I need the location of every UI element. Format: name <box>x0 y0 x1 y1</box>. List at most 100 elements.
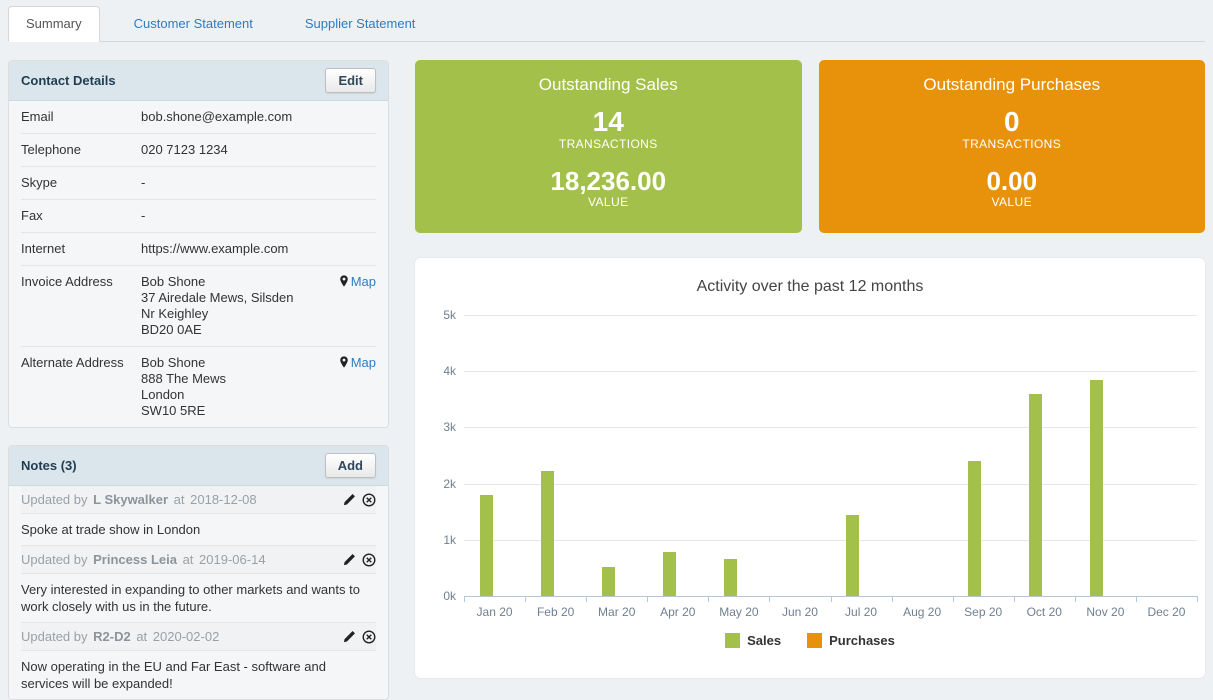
notes-title: Notes (3) <box>21 458 77 473</box>
tab-supplier-statement[interactable]: Supplier Statement <box>304 16 416 31</box>
legend-item-purchases[interactable]: Purchases <box>807 633 895 648</box>
note-text: Now operating in the EU and Far East - s… <box>21 659 326 691</box>
x-axis-category-label: Sep 20 <box>964 605 1003 619</box>
fax-value: - <box>141 208 146 223</box>
legend-label: Purchases <box>829 633 895 648</box>
sales-bar[interactable] <box>662 552 676 596</box>
y-axis-tick-label: 2k <box>443 476 456 491</box>
x-axis-tick <box>708 596 710 602</box>
note-meta-text: Updated by L Skywalker at 2018-12-08 <box>21 492 259 507</box>
notes-panel: Notes (3) Add Updated by L Skywalker at … <box>8 445 389 700</box>
address-line: London <box>141 387 185 402</box>
note-date: 2018-12-08 <box>190 492 257 507</box>
map-link-label: Map <box>350 274 376 289</box>
map-link-label: Map <box>350 355 376 370</box>
x-axis-tick <box>647 596 649 602</box>
address-line: 888 The Mews <box>141 371 227 386</box>
note-meta-prefix: Updated by <box>21 629 88 644</box>
sales-value-label: VALUE <box>588 195 629 209</box>
map-pin-icon <box>339 356 348 368</box>
note-meta-infix: at <box>136 629 148 644</box>
edit-note-icon[interactable] <box>342 553 356 567</box>
delete-note-icon[interactable] <box>362 553 376 567</box>
note-actions <box>342 493 376 507</box>
contact-details-header: Contact Details Edit <box>9 61 388 101</box>
legend-item-sales[interactable]: Sales <box>725 633 781 648</box>
note-meta: Updated by R2-D2 at 2020-02-02 <box>21 623 376 651</box>
address-line: Bob Shone <box>141 274 206 289</box>
x-axis-category-label: Jan 20 <box>476 605 513 619</box>
note-actions <box>342 630 376 644</box>
sales-bar[interactable] <box>540 470 554 596</box>
sales-card-title: Outstanding Sales <box>538 75 678 94</box>
sales-bar[interactable] <box>846 515 860 596</box>
gridline <box>464 539 1197 541</box>
note-author: L Skywalker <box>93 492 169 507</box>
sales-bar[interactable] <box>1029 394 1043 596</box>
address-line: BD20 0AE <box>141 322 202 337</box>
edit-note-icon[interactable] <box>342 493 356 507</box>
x-axis-tick <box>891 596 893 602</box>
sales-bar[interactable] <box>1090 380 1104 596</box>
alternate-address-map-link[interactable]: Map <box>338 355 376 419</box>
y-axis-tick-label: 3k <box>443 420 456 435</box>
note-meta-infix: at <box>173 492 185 507</box>
sales-value: 18,236.00 <box>550 166 667 196</box>
outstanding-purchases-card[interactable]: Outstanding Purchases 0 TRANSACTIONS 0.0… <box>818 60 1205 233</box>
contact-row-telephone: Telephone 020 7123 1234 <box>21 134 376 167</box>
note-meta-text: Updated by Princess Leia at 2019-06-14 <box>21 552 268 567</box>
summary-cards: Outstanding Sales 14 TRANSACTIONS 18,236… <box>415 60 1205 233</box>
skype-label: Skype <box>21 175 58 190</box>
right-column: Outstanding Sales 14 TRANSACTIONS 18,236… <box>415 60 1205 678</box>
sales-bar[interactable] <box>723 558 737 596</box>
fax-label: Fax <box>21 208 43 223</box>
x-axis-category-label: May 20 <box>719 605 759 619</box>
purchases-value-label: VALUE <box>991 195 1032 209</box>
x-axis-tick <box>1197 596 1198 602</box>
note-meta: Updated by L Skywalker at 2018-12-08 <box>21 486 376 514</box>
gridline <box>464 483 1197 485</box>
y-axis-tick-label: 4k <box>443 364 456 379</box>
contact-details-title: Contact Details <box>21 73 116 88</box>
note-author: R2-D2 <box>93 629 131 644</box>
contact-row-fax: Fax - <box>21 200 376 233</box>
x-axis-tick <box>525 596 527 602</box>
y-axis-tick-label: 5k <box>443 308 456 322</box>
invoice-address-map-link[interactable]: Map <box>338 274 376 338</box>
x-axis-tick <box>586 596 588 602</box>
gridline <box>464 371 1197 373</box>
x-axis-category-label: Jul 20 <box>845 605 878 619</box>
gridline <box>464 315 1197 316</box>
edit-contact-button[interactable]: Edit <box>325 68 376 93</box>
notes-list: Updated by L Skywalker at 2018-12-08 Spo… <box>9 486 388 699</box>
note-author: Princess Leia <box>93 552 177 567</box>
tab-customer-statement[interactable]: Customer Statement <box>133 16 253 31</box>
sales-transactions-label: TRANSACTIONS <box>558 137 658 151</box>
telephone-value: 020 7123 1234 <box>141 142 228 157</box>
sales-bar[interactable] <box>479 495 493 596</box>
alternate-address-label: Alternate Address <box>21 355 124 370</box>
map-pin-icon <box>339 275 348 287</box>
alternate-address-value: Bob Shone 888 The Mews London SW10 5RE <box>141 355 338 419</box>
delete-note-icon[interactable] <box>362 493 376 507</box>
sales-bar[interactable] <box>968 461 982 596</box>
legend-label: Sales <box>747 633 782 648</box>
x-axis-category-label: Nov 20 <box>1086 605 1125 619</box>
edit-note-icon[interactable] <box>342 630 356 644</box>
tab-summary[interactable]: Summary <box>8 6 100 42</box>
contact-details-panel: Contact Details Edit Email bob.shone@exa… <box>8 60 389 428</box>
note-date: 2020-02-02 <box>152 629 220 644</box>
sales-transactions-count: 14 <box>592 106 624 137</box>
address-line: SW10 5RE <box>141 403 206 418</box>
purchases-transactions-count: 0 <box>1003 106 1020 137</box>
add-note-button[interactable]: Add <box>324 453 376 478</box>
invoice-address-label: Invoice Address <box>21 274 113 289</box>
activity-chart-panel: Activity over the past 12 months 0k 1k 2k 3… <box>415 258 1205 678</box>
sales-bar[interactable] <box>601 566 615 596</box>
outstanding-sales-card[interactable]: Outstanding Sales 14 TRANSACTIONS 18,236… <box>415 60 802 233</box>
x-axis-tick <box>1074 596 1076 602</box>
x-axis-category-label: Oct 20 <box>1026 605 1062 619</box>
delete-note-icon[interactable] <box>362 630 376 644</box>
chart-legend: Sales Purchases <box>415 633 1205 648</box>
purchases-card-title: Outstanding Purchases <box>923 75 1101 94</box>
